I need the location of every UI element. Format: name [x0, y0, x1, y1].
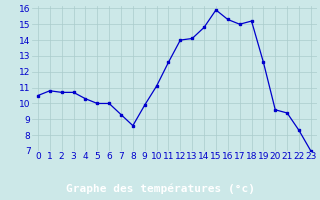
Text: Graphe des températures (°c): Graphe des températures (°c) — [66, 183, 254, 194]
